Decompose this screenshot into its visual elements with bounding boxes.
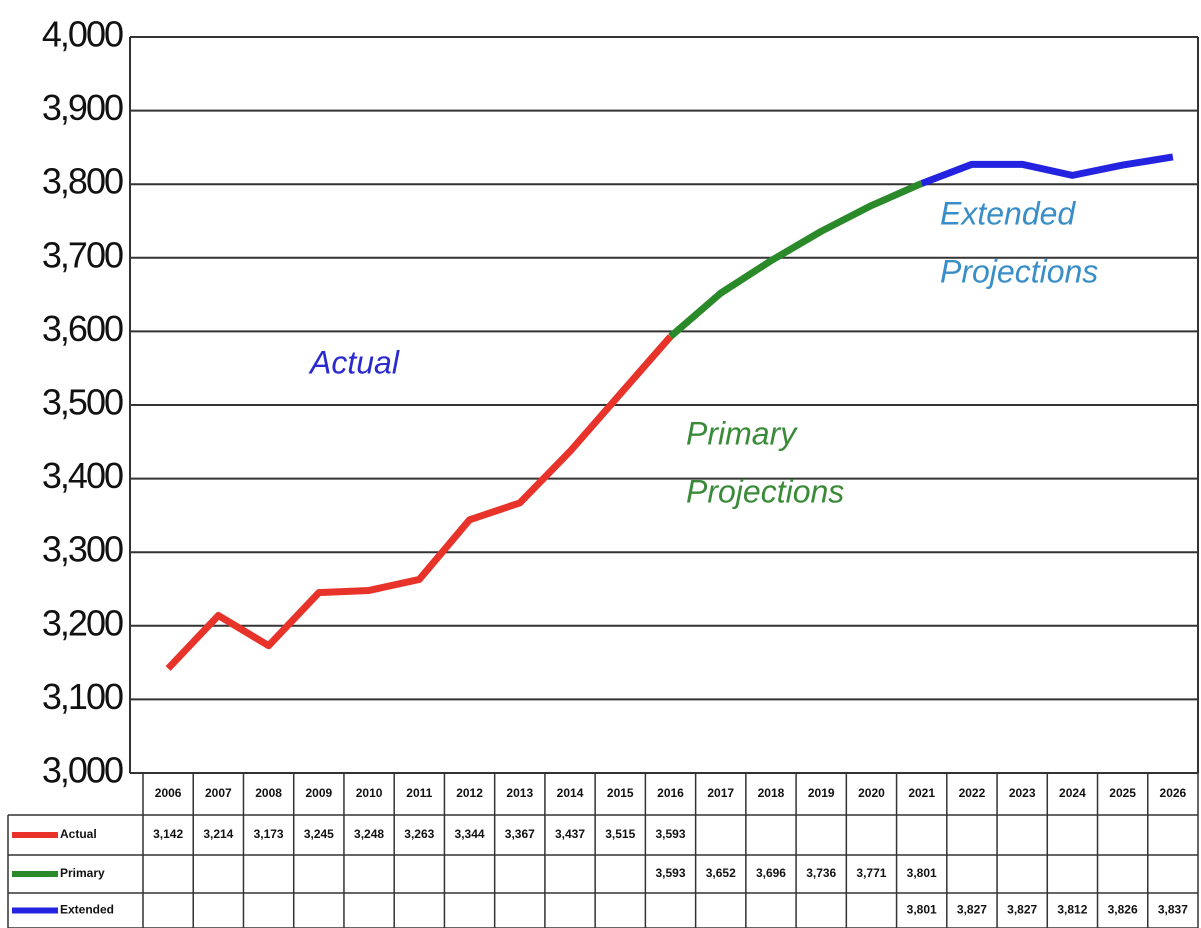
data-label: 3,827 (1007, 903, 1037, 917)
x-tick-label: 2012 (456, 786, 483, 800)
x-tick-label: 2026 (1160, 786, 1187, 800)
data-label: 3,801 (907, 903, 937, 917)
x-tick-label: 2021 (908, 786, 935, 800)
data-label: 3,593 (655, 827, 685, 841)
data-label: 3,173 (254, 827, 284, 841)
series-line (165, 334, 674, 671)
data-label: 3,437 (555, 827, 585, 841)
x-tick-label: 2019 (808, 786, 835, 800)
data-label: 3,827 (957, 903, 987, 917)
data-label: 3,214 (203, 827, 233, 841)
series-line (920, 153, 1174, 187)
series-line (668, 180, 924, 340)
data-label: 3,652 (706, 866, 736, 880)
y-tick-label: 3,700 (42, 234, 123, 275)
y-tick-label: 3,500 (42, 382, 123, 423)
legend-label: Actual (60, 827, 97, 841)
data-label: 3,263 (404, 827, 434, 841)
y-tick-label: 4,000 (42, 14, 123, 55)
y-tick-label: 3,200 (42, 602, 123, 643)
y-tick-label: 3,800 (42, 161, 123, 202)
annotation: Actual (308, 344, 400, 380)
x-tick-label: 2025 (1109, 786, 1136, 800)
x-tick-label: 2007 (205, 786, 232, 800)
data-label: 3,367 (505, 827, 535, 841)
x-tick-label: 2009 (305, 786, 332, 800)
x-tick-label: 2011 (406, 786, 432, 800)
x-tick-label: 2010 (356, 786, 383, 800)
x-tick-label: 2016 (657, 786, 684, 800)
x-tick-label: 2020 (858, 786, 885, 800)
data-label: 3,593 (655, 866, 685, 880)
data-label: 3,248 (354, 827, 384, 841)
data-label: 3,515 (605, 827, 635, 841)
x-tick-label: 2015 (607, 786, 634, 800)
data-label: 3,736 (806, 866, 836, 880)
legend-label: Primary (60, 866, 105, 880)
annotation: Projections (686, 473, 844, 509)
x-tick-label: 2014 (557, 786, 584, 800)
x-tick-label: 2006 (155, 786, 182, 800)
x-tick-label: 2017 (707, 786, 734, 800)
y-tick-label: 3,100 (42, 676, 123, 717)
y-tick-label: 3,600 (42, 308, 123, 349)
x-tick-label: 2024 (1059, 786, 1086, 800)
data-label: 3,826 (1108, 903, 1138, 917)
data-label: 3,812 (1057, 903, 1087, 917)
data-label: 3,142 (153, 827, 183, 841)
annotation: Extended (940, 195, 1076, 231)
data-label: 3,344 (455, 827, 485, 841)
data-label: 3,837 (1158, 903, 1188, 917)
annotation: Projections (940, 253, 1098, 289)
x-tick-label: 2023 (1009, 786, 1036, 800)
x-tick-label: 2022 (959, 786, 986, 800)
x-tick-label: 2018 (758, 786, 785, 800)
annotation: Primary (686, 415, 798, 451)
y-tick-label: 3,000 (42, 750, 123, 791)
data-label: 3,771 (856, 866, 886, 880)
y-tick-label: 3,300 (42, 529, 123, 570)
data-label: 3,696 (756, 866, 786, 880)
y-tick-label: 3,900 (42, 87, 123, 128)
legend-label: Extended (60, 903, 114, 917)
x-tick-label: 2013 (506, 786, 533, 800)
y-tick-label: 3,400 (42, 455, 123, 496)
data-label: 3,801 (907, 866, 937, 880)
data-label: 3,245 (304, 827, 334, 841)
x-tick-label: 2008 (255, 786, 282, 800)
